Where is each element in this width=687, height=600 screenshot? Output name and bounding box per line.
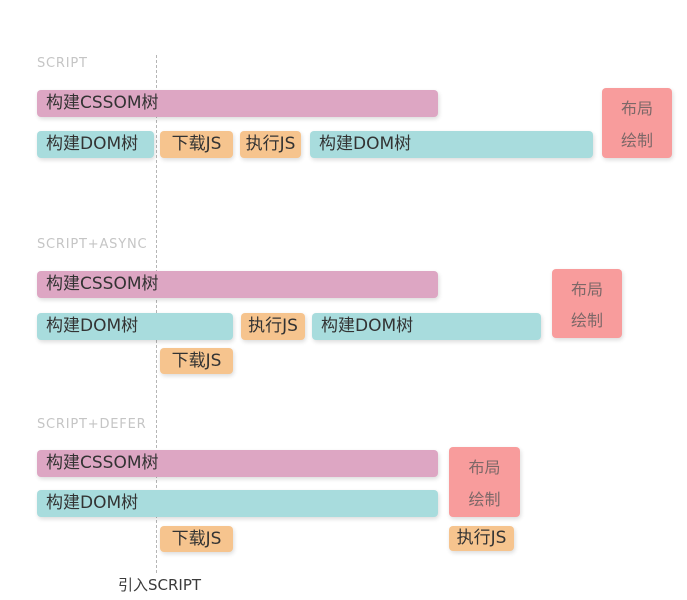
dom-bar: 构建DOM树 [310, 131, 593, 158]
dom-bar: 构建DOM树 [37, 313, 233, 340]
script-insertion-label: 引入SCRIPT [118, 576, 202, 594]
execute-js-bar: 执行JS [240, 131, 301, 158]
download-js-bar: 下载JS [160, 131, 233, 158]
execute-js-bar: 执行JS [449, 526, 514, 551]
dom-bar: 构建DOM树 [37, 490, 438, 517]
paint-label: 绘制 [570, 311, 603, 330]
section-title-script-defer: SCRIPT+DEFER [37, 417, 147, 432]
paint-label: 绘制 [620, 130, 653, 150]
cssom-bar: 构建CSSOM树 [37, 450, 438, 477]
layout-label: 布局 [570, 280, 603, 299]
download-js-bar: 下载JS [160, 526, 233, 552]
dom-bar: 构建DOM树 [37, 131, 154, 158]
section-title-script: SCRIPT [37, 56, 88, 71]
layout-paint-box: 布局 绘制 [602, 88, 672, 158]
execute-js-bar: 执行JS [241, 313, 305, 340]
section-title-script-async: SCRIPT+ASYNC [37, 237, 148, 252]
layout-paint-box: 布局 绘制 [449, 447, 520, 517]
cssom-bar: 构建CSSOM树 [37, 271, 438, 298]
cssom-bar: 构建CSSOM树 [37, 90, 438, 117]
layout-label: 布局 [620, 99, 653, 119]
layout-label: 布局 [468, 458, 501, 478]
dom-bar: 构建DOM树 [312, 313, 541, 340]
download-js-bar: 下载JS [160, 348, 233, 374]
layout-paint-box: 布局 绘制 [552, 269, 622, 338]
paint-label: 绘制 [468, 489, 501, 509]
